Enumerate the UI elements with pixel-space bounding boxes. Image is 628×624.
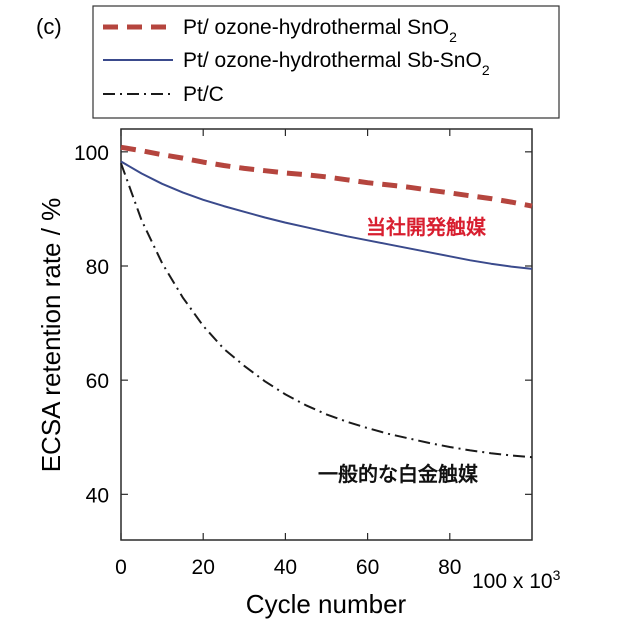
x-tick-label: 0: [115, 556, 127, 579]
axis-ticks: 0 20 40 60 80 40 60 80 100: [74, 129, 532, 579]
x-tick-label: 40: [274, 556, 297, 579]
y-axis-title: ECSA retention rate / %: [36, 198, 66, 473]
legend-frame: [92, 5, 560, 119]
x-tick-label: 80: [438, 556, 461, 579]
plot-frame: [120, 128, 533, 541]
x-tick-label: 60: [356, 556, 379, 579]
legend-label-sb-sno2: Pt/ ozone-hydrothermal Sb-SnO2: [183, 49, 490, 78]
legend: Pt/ ozone-hydrothermal SnO2 Pt/ ozone-hy…: [92, 5, 560, 119]
series-line-sno2: [120, 144, 533, 209]
legend-label-sno2: Pt/ ozone-hydrothermal SnO2: [183, 16, 457, 45]
x-axis-title: Cycle number: [246, 589, 407, 619]
legend-label-ptc: Pt/C: [183, 83, 224, 106]
series-line-sb-sno2: [120, 160, 533, 270]
x-multiplier: 100 x 103: [472, 567, 561, 593]
series-lines: [120, 144, 533, 459]
series-line-ptc: [120, 162, 533, 459]
y-tick-label: 40: [86, 484, 109, 507]
y-tick-label: 60: [86, 370, 109, 393]
panel-label: (c): [36, 14, 62, 39]
y-tick-label: 80: [86, 256, 109, 279]
x-tick-label: 20: [192, 556, 215, 579]
y-tick-label: 100: [74, 142, 109, 165]
annotation-general-pt-catalyst: 一般的な白金触媒: [318, 462, 479, 486]
annotation-company-catalyst: 当社開発触媒: [366, 215, 487, 239]
